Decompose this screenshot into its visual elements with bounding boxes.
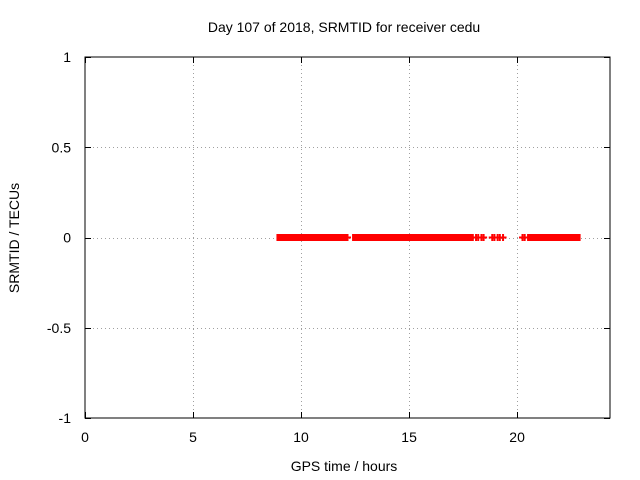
y-tick-label: 0.5 (52, 139, 72, 155)
data-segment (276, 234, 348, 241)
x-tick-label: 5 (189, 429, 197, 445)
x-tick-labels: 0 5 10 15 20 (81, 429, 525, 445)
x-tick-label: 0 (81, 429, 89, 445)
data-marks (276, 234, 581, 241)
data-point (344, 234, 351, 241)
data-segment (527, 234, 581, 241)
chart-title: Day 107 of 2018, SRMTID for receiver ced… (208, 19, 480, 35)
y-axis-label: SRMTID / TECUs (6, 183, 22, 293)
data-point (521, 234, 529, 241)
data-segment (352, 234, 473, 241)
y-tick-label: 0 (63, 230, 71, 246)
y-tick-label: -0.5 (47, 320, 71, 336)
x-tick-label: 10 (293, 429, 309, 445)
axis-ticks (85, 57, 610, 419)
x-tick-label: 15 (401, 429, 417, 445)
y-tick-label: -1 (59, 410, 72, 426)
plot-frame (84, 56, 611, 419)
x-tick-label: 20 (509, 429, 525, 445)
data-point (480, 234, 488, 241)
data-point (499, 234, 507, 241)
y-tick-labels: 1 0.5 0 -0.5 -1 (47, 49, 71, 426)
x-axis-label: GPS time / hours (291, 458, 398, 474)
y-tick-label: 1 (63, 49, 71, 65)
